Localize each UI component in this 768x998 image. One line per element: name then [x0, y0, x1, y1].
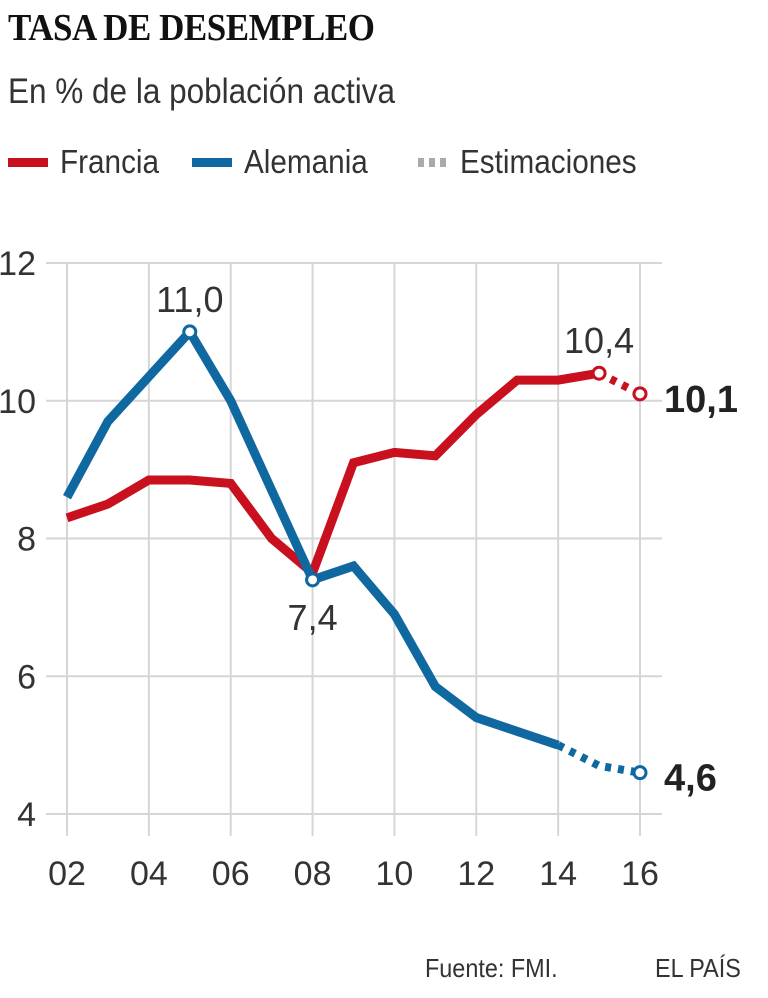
data-label-francia: 10,1: [664, 379, 738, 421]
legend-swatch-francia: [8, 157, 48, 167]
x-tick-label: 04: [130, 855, 168, 893]
data-label-alemania: 7,4: [288, 597, 338, 638]
y-tick-label: 12: [0, 245, 36, 283]
y-axis-ticks: 4 6 8 10 12: [0, 245, 36, 834]
series-markers: [182, 324, 648, 781]
data-labels: 10,4 10,1 11,0 7,4 4,6: [156, 279, 738, 800]
x-tick-label: 10: [376, 855, 414, 893]
x-tick-label: 02: [48, 855, 86, 893]
legend-label-alemania: Alemania: [244, 143, 368, 180]
series-line-francia: [65, 368, 600, 581]
legend-swatch-estimaciones: [417, 157, 446, 167]
grid: [46, 262, 662, 836]
data-label-alemania: 11,0: [156, 279, 223, 320]
x-tick-label: 12: [457, 855, 495, 893]
x-axis-ticks: 02 04 06 08 10 12 14 16: [48, 855, 659, 893]
legend-item-francia: Francia: [8, 143, 170, 181]
data-label-francia: 10,4: [564, 320, 634, 361]
data-label-alemania: 4,6: [664, 758, 717, 800]
legend-item-estimaciones: Estimaciones: [417, 143, 656, 181]
data-point-marker-alemania: [182, 324, 198, 340]
y-tick-label: 6: [17, 658, 36, 696]
data-point-marker-alemania: [632, 765, 648, 781]
data-point-marker-francia: [632, 386, 648, 402]
chart-subtitle: En % de la población activa: [8, 72, 395, 111]
y-tick-label: 4: [17, 796, 36, 834]
data-point-marker-francia: [591, 365, 607, 381]
brand-credit: EL PAÍS: [655, 953, 741, 983]
series-lines: [63, 324, 642, 777]
legend-label-francia: Francia: [60, 143, 160, 180]
legend-label-estimaciones: Estimaciones: [459, 143, 637, 180]
legend-swatch-alemania: [192, 157, 233, 167]
y-tick-label: 8: [17, 521, 36, 559]
data-point-marker-alemania: [305, 572, 321, 588]
series-estimate-line-alemania: [556, 741, 641, 777]
chart-title: TASA DE DESEMPLEO: [8, 7, 375, 49]
source-note: Fuente: FMI.: [425, 953, 558, 983]
x-tick-label: 16: [621, 855, 659, 893]
x-tick-label: 14: [539, 855, 577, 893]
x-tick-label: 06: [212, 855, 250, 893]
legend: Francia Alemania Estimaciones: [8, 140, 678, 184]
legend-item-alemania: Alemania: [192, 143, 382, 181]
y-tick-label: 10: [0, 383, 36, 421]
x-tick-label: 08: [294, 855, 332, 893]
